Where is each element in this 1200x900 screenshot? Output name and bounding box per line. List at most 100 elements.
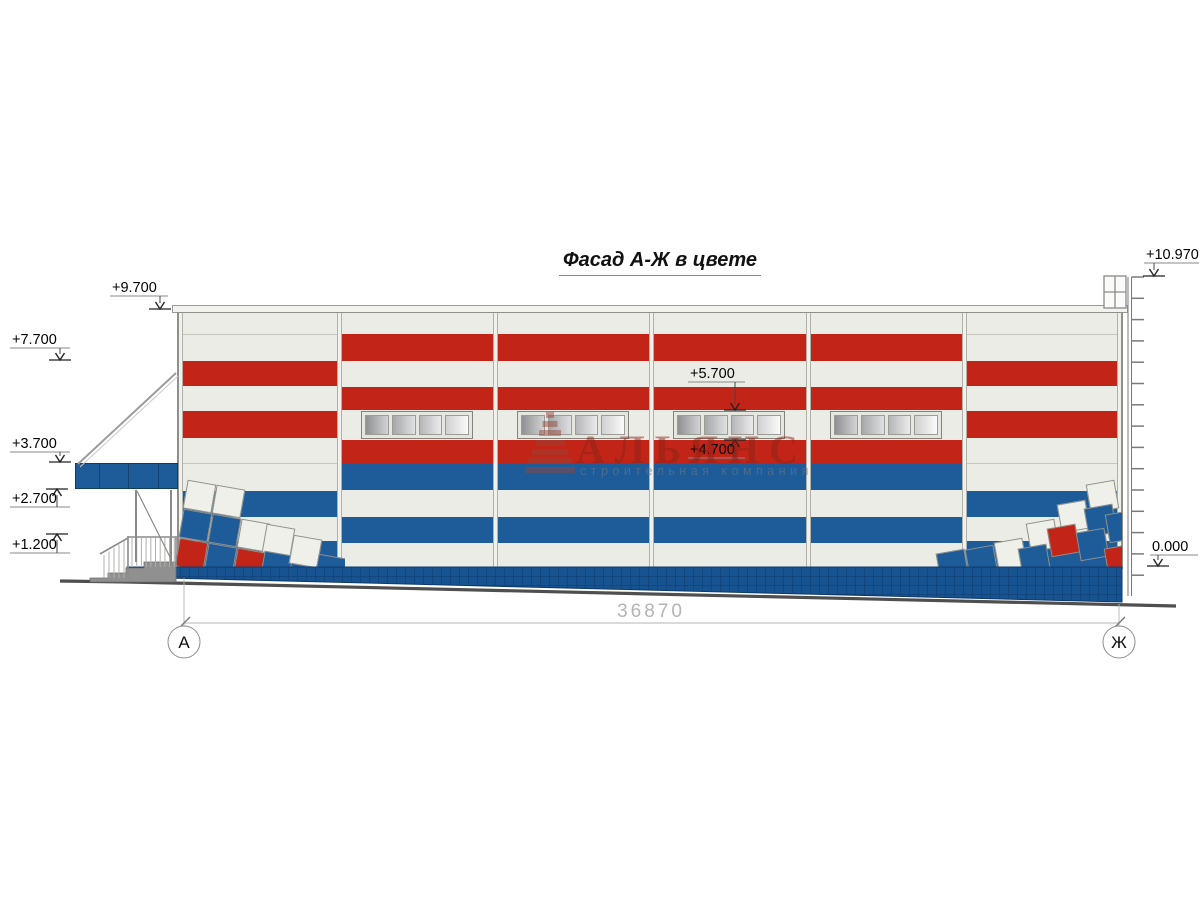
- window-pane: [391, 415, 416, 435]
- facade-stripe-red: [651, 440, 808, 463]
- facade-stripe-red: [183, 411, 339, 438]
- level-arrowhead: [729, 402, 741, 412]
- level-marker: 0.000: [1147, 539, 1198, 568]
- level-marker: +10.970: [1143, 247, 1199, 278]
- facade-stripe-blue: [339, 463, 495, 490]
- canopy-joint: [99, 464, 100, 488]
- window-pane: [418, 415, 443, 435]
- level-marker: +4.700: [688, 438, 746, 459]
- level-arrowhead: [1148, 268, 1160, 278]
- facade-stripe-blue: [651, 517, 808, 543]
- entrance-canopy: [75, 463, 178, 489]
- panel-joint: [183, 463, 339, 464]
- panel-joint: [964, 463, 1117, 464]
- stair-railing: [99, 536, 177, 578]
- canopy-joint: [128, 464, 129, 488]
- level-value: +9.700: [112, 280, 157, 296]
- window-pane: [365, 415, 389, 435]
- facade-stripe-blue: [339, 517, 495, 543]
- facade-stripe-red: [495, 387, 651, 410]
- level-arrowhead: [54, 352, 66, 362]
- facade-mullion: [648, 313, 654, 568]
- canopy-tie-rod: [77, 372, 177, 465]
- level-value: +4.700: [690, 442, 735, 458]
- facade-stripe-red: [339, 387, 495, 410]
- ribbon-window: [830, 411, 942, 439]
- window-pane: [574, 415, 599, 435]
- dimension-total: 36870: [617, 601, 685, 622]
- level-arrowhead: [54, 454, 66, 464]
- drawing-title-text: Фасад А-Ж в цвете: [558, 249, 761, 276]
- facade-stripe-red: [651, 387, 808, 410]
- entrance-steps: [89, 561, 177, 583]
- facade-stripe-red: [495, 440, 651, 463]
- facade-mullion: [336, 313, 342, 568]
- facade-stripe-red: [183, 361, 339, 386]
- fire-ladder: [1127, 276, 1144, 596]
- window-pane: [730, 415, 755, 435]
- facade-stripe-red: [808, 334, 964, 361]
- window-pane: [547, 415, 572, 435]
- facade-stripe-red: [651, 334, 808, 361]
- canopy-tie-rod-2: [79, 375, 179, 468]
- facade-stripe-blue: [495, 463, 651, 490]
- level-value: 0.000: [1152, 539, 1188, 555]
- facade-stripe-blue: [808, 517, 964, 543]
- window-pane: [521, 415, 545, 435]
- facade-stripe-red: [339, 334, 495, 361]
- axis-left: А: [167, 625, 201, 659]
- level-value: +2.700: [12, 491, 57, 507]
- canopy-joint: [158, 464, 159, 488]
- facade-stripe-red: [964, 361, 1117, 386]
- window-pane: [834, 415, 858, 435]
- window-pane: [677, 415, 701, 435]
- window-pane: [914, 415, 938, 435]
- facade-stripe-red: [808, 387, 964, 410]
- facade-mullion: [805, 313, 811, 568]
- facade-mullion: [492, 313, 498, 568]
- facade-stripe-red: [339, 440, 495, 463]
- level-value: +7.700: [12, 332, 57, 348]
- canopy-posts: [135, 490, 172, 566]
- facade-stripe-red: [964, 411, 1117, 438]
- level-value: +3.700: [12, 436, 57, 452]
- level-marker: +1.200: [10, 532, 70, 554]
- drawing-title: Фасад А-Ж в цвете: [495, 249, 825, 276]
- panel-joint: [183, 334, 339, 335]
- wall-corner-right: [1117, 313, 1122, 568]
- facade-stripe-red: [495, 334, 651, 361]
- elevation-markers: +9.700 +7.700 +3.700 +2.700 +1.200 +5.700 +4.7…: [10, 247, 1199, 568]
- level-value: +1.200: [12, 537, 57, 553]
- facade-stripe-red: [808, 440, 964, 463]
- facade-mullion: [961, 313, 967, 568]
- window-pane: [860, 415, 885, 435]
- axis-left-label: А: [178, 633, 190, 652]
- ribbon-window: [517, 411, 629, 439]
- window-pane: [887, 415, 912, 435]
- facade-stripe-blue: [651, 463, 808, 490]
- window-pane: [601, 415, 625, 435]
- window-pane: [757, 415, 781, 435]
- level-marker: +9.700: [110, 280, 171, 311]
- level-marker: +3.700: [10, 436, 71, 464]
- window-pane: [703, 415, 728, 435]
- level-arrowhead: [1152, 558, 1164, 568]
- level-marker: +7.700: [10, 332, 71, 362]
- panel-joint: [964, 334, 1117, 335]
- level-marker: +2.700: [10, 487, 70, 508]
- axis-right: Ж: [1102, 625, 1136, 659]
- facade-stripe-blue: [495, 517, 651, 543]
- ribbon-window: [361, 411, 473, 439]
- window-pane: [445, 415, 469, 435]
- level-arrowhead: [154, 301, 166, 311]
- roof-ladder-cage: [1103, 275, 1127, 309]
- level-marker: +5.700: [688, 366, 746, 412]
- wall-corner-left: [178, 313, 183, 568]
- level-value: +10.970: [1146, 247, 1199, 263]
- axis-right-label: Ж: [1111, 633, 1127, 652]
- facade-wall: [183, 313, 1117, 568]
- facade-stripe-blue: [808, 463, 964, 490]
- level-value: +5.700: [690, 366, 735, 382]
